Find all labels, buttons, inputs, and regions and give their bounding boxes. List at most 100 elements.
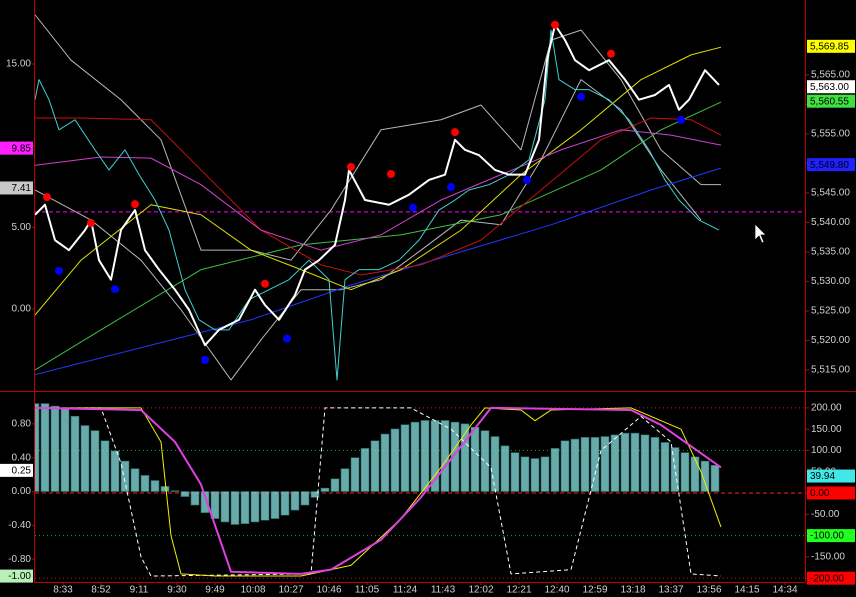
tag-label: 0.25 xyxy=(12,466,32,477)
tag-box xyxy=(0,463,33,477)
signal-dot xyxy=(283,334,291,343)
price-tag: -100.00 xyxy=(807,529,855,543)
histogram-bar xyxy=(120,460,130,492)
signal-dot xyxy=(607,49,615,58)
histogram-bar xyxy=(600,436,610,492)
right-axis-label: 5,555.00 xyxy=(811,129,850,140)
price-tag: 0.00 xyxy=(807,486,855,500)
price-tag: 39.94 xyxy=(807,469,855,483)
histogram-bar xyxy=(270,491,280,519)
tag-label: 5,569.85 xyxy=(810,41,849,52)
histogram-bar xyxy=(150,480,160,492)
time-label: 10:46 xyxy=(316,585,341,596)
time-label: 10:27 xyxy=(278,585,303,596)
tag-box xyxy=(807,529,855,543)
histogram-bar xyxy=(460,423,470,492)
time-label: 13:56 xyxy=(696,585,721,596)
series-line xyxy=(35,407,722,577)
histogram-bar xyxy=(690,456,700,492)
time-label: 9:49 xyxy=(205,585,225,596)
time-label: 8:52 xyxy=(91,585,111,596)
time-label: 10:08 xyxy=(240,585,265,596)
histogram-bar xyxy=(660,442,670,492)
histogram-bar xyxy=(570,438,580,492)
histogram-bar xyxy=(520,456,530,492)
time-label: 11:05 xyxy=(355,585,380,596)
histogram-bar xyxy=(170,490,180,492)
histogram-bar xyxy=(70,415,80,492)
histogram-bar xyxy=(210,491,220,519)
signal-dot xyxy=(131,200,139,209)
series-line xyxy=(35,101,722,371)
series-layer xyxy=(35,14,805,381)
signal-dot xyxy=(43,193,51,202)
histogram-bar xyxy=(290,491,300,511)
price-tag: 5,569.85 xyxy=(807,39,855,53)
histogram-bar xyxy=(320,487,330,492)
histogram-bar xyxy=(630,432,640,492)
histogram-bar xyxy=(280,491,290,516)
time-label: 12:40 xyxy=(544,585,569,596)
histogram-bar xyxy=(50,405,60,492)
series-line xyxy=(35,407,722,577)
histogram-bar xyxy=(440,420,450,492)
time-label: 9:11 xyxy=(130,585,149,596)
right-axis-label: -150.00 xyxy=(811,552,845,563)
right-axis-label: 200.00 xyxy=(811,403,842,414)
right-axis-label: 5,535.00 xyxy=(811,247,850,258)
time-label: 14:15 xyxy=(734,585,759,596)
right-axis-label: 5,545.00 xyxy=(811,188,850,199)
histogram-bar xyxy=(100,440,110,492)
histogram-bar xyxy=(530,458,540,492)
histogram-bar xyxy=(160,486,170,492)
right-axis-label: 5,525.00 xyxy=(811,306,850,317)
series-line xyxy=(35,46,722,316)
right-axis-label: 5,530.00 xyxy=(811,276,850,287)
plot-area: 5,515.00 5,520.00 5,525.00 5,530.00 5,535.00… xyxy=(0,14,855,381)
series-line xyxy=(35,129,722,251)
tag-box xyxy=(807,486,855,500)
signal-dot xyxy=(87,219,95,228)
histogram-bar xyxy=(590,437,600,492)
signal-dot xyxy=(677,115,685,124)
histogram-bar xyxy=(240,491,250,524)
series-line xyxy=(35,29,720,381)
time-label: 9:30 xyxy=(167,585,187,596)
tag-label: 0.00 xyxy=(810,488,830,499)
histogram-bar xyxy=(340,468,350,492)
histogram-bar xyxy=(380,433,390,492)
price-tag: 9.85 xyxy=(0,141,33,155)
histogram-bar xyxy=(670,447,680,492)
left-axis-label: 5.00 xyxy=(12,222,32,233)
histogram-bar xyxy=(540,456,550,492)
histogram-bar xyxy=(35,403,40,492)
tag-box xyxy=(0,141,33,155)
tag-box xyxy=(0,569,33,583)
histogram-bar xyxy=(560,440,570,492)
plot-layers: 5,515.00 5,520.00 5,525.00 5,530.00 5,535.00… xyxy=(0,14,855,596)
signal-dot xyxy=(551,20,559,29)
histogram-bar xyxy=(80,425,90,492)
signal-dot xyxy=(201,355,209,364)
histogram-bar xyxy=(490,436,500,492)
histogram-bar xyxy=(410,421,420,492)
tag-label: 7.41 xyxy=(12,183,32,194)
histogram-bar xyxy=(40,403,50,492)
time-label: 11:24 xyxy=(393,585,418,596)
signal-dot xyxy=(111,285,119,294)
time-label: 13:37 xyxy=(658,585,683,596)
tag-label: 5,563.00 xyxy=(810,82,849,93)
price-tag: 5,560.55 xyxy=(807,94,855,108)
series-line xyxy=(35,23,720,347)
signal-dot xyxy=(347,162,355,171)
time-label: 12:59 xyxy=(582,585,607,596)
histogram-bar xyxy=(640,434,650,492)
tag-label: -1.00 xyxy=(8,571,31,582)
histogram-bar xyxy=(710,465,720,492)
signal-dot xyxy=(523,175,531,184)
left-axis-label: 0.00 xyxy=(12,304,32,315)
time-label: 12:02 xyxy=(468,585,493,596)
signal-dot xyxy=(577,92,585,101)
left-axis-label: 0.40 xyxy=(12,452,32,463)
